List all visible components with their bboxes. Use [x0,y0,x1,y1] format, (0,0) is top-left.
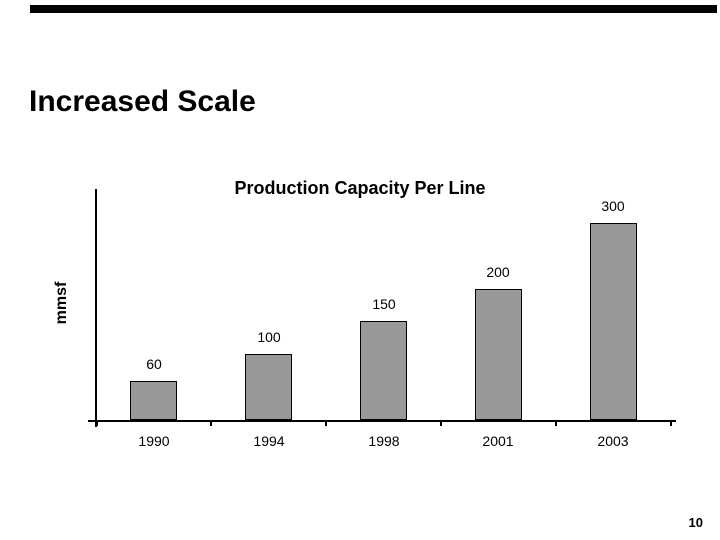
y-axis-line [95,189,97,427]
bar [475,289,522,420]
bar-value-label: 60 [146,356,162,372]
x-tick-label: 2003 [597,433,629,449]
page-number: 10 [688,515,703,530]
x-tick-label: 1990 [138,433,170,449]
x-tick-label: 2001 [482,433,514,449]
slide-title: Increased Scale [29,85,256,118]
x-tick-label: 1998 [368,433,400,449]
bar-value-label: 200 [486,264,510,280]
x-axis-tick [670,420,672,426]
x-axis-tick [440,420,442,426]
y-axis-label: mmsf [53,281,70,325]
top-accent-bar [30,5,717,13]
bar-value-label: 300 [601,198,625,214]
bar [245,354,292,420]
x-axis-tick [325,420,327,426]
x-axis-tick [555,420,557,426]
bar [360,321,407,420]
x-axis-tick [96,420,98,426]
bar-value-label: 100 [257,329,281,345]
chart-title: Production Capacity Per Line [234,178,486,198]
bar [130,381,177,420]
x-tick-label: 1994 [253,433,285,449]
x-axis-line [88,420,676,422]
bar [590,223,637,420]
bar-value-label: 150 [372,296,396,312]
x-axis-tick [210,420,212,426]
